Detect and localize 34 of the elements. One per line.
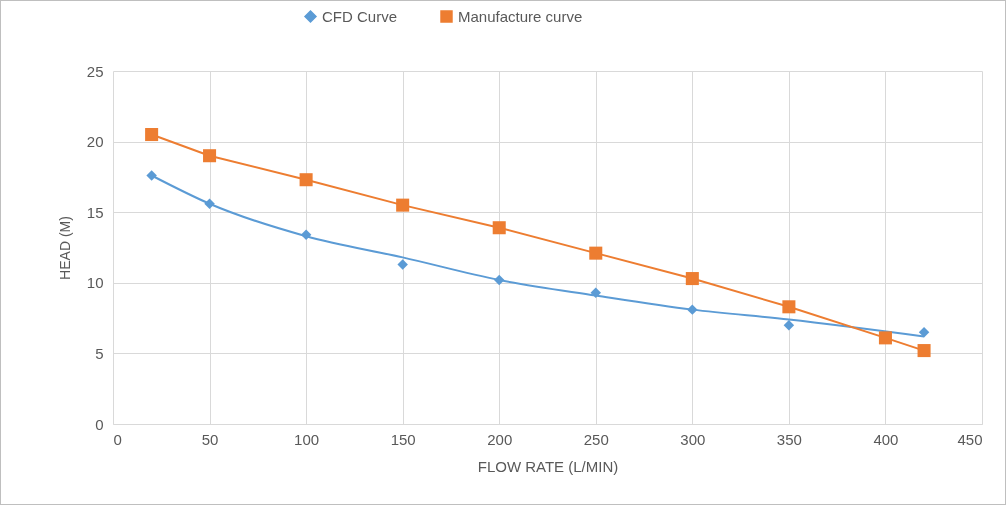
x-tick-label: 150 <box>390 430 416 448</box>
point <box>203 149 217 163</box>
x-tick-label: 250 <box>583 430 609 448</box>
point <box>146 170 157 181</box>
point <box>783 319 795 331</box>
x-tick-label: 400 <box>873 430 899 448</box>
point <box>145 128 159 142</box>
x-tick-label: 300 <box>680 430 706 448</box>
x-tick-label: 350 <box>776 430 802 448</box>
point <box>397 259 408 270</box>
legend-label: CFD Curve <box>322 7 398 25</box>
point <box>782 300 796 314</box>
legend-label: Manufacture curve <box>458 7 583 25</box>
x-tick-label: 200 <box>487 430 513 448</box>
point <box>299 173 313 187</box>
point <box>396 198 410 212</box>
y-tick-label: 20 <box>86 133 104 151</box>
y-axis-title: HEAD (M) <box>56 216 73 280</box>
x-tick-label: 0 <box>113 430 122 448</box>
point <box>685 272 699 286</box>
x-tick-label: 50 <box>201 430 219 448</box>
point <box>918 326 930 338</box>
point <box>878 331 892 345</box>
point <box>492 221 506 235</box>
y-tick-label: 25 <box>86 62 104 80</box>
x-tick-label: 100 <box>294 430 320 448</box>
y-tick-label: 10 <box>86 274 104 292</box>
point <box>589 246 603 260</box>
x-tick-label: 450 <box>957 430 983 448</box>
x-axis-title: FLOW RATE (L/MIN) <box>477 457 619 475</box>
y-tick-label: 5 <box>95 344 104 362</box>
y-tick-label: 0 <box>95 415 104 433</box>
y-tick-label: 15 <box>86 203 104 221</box>
point <box>917 344 931 358</box>
